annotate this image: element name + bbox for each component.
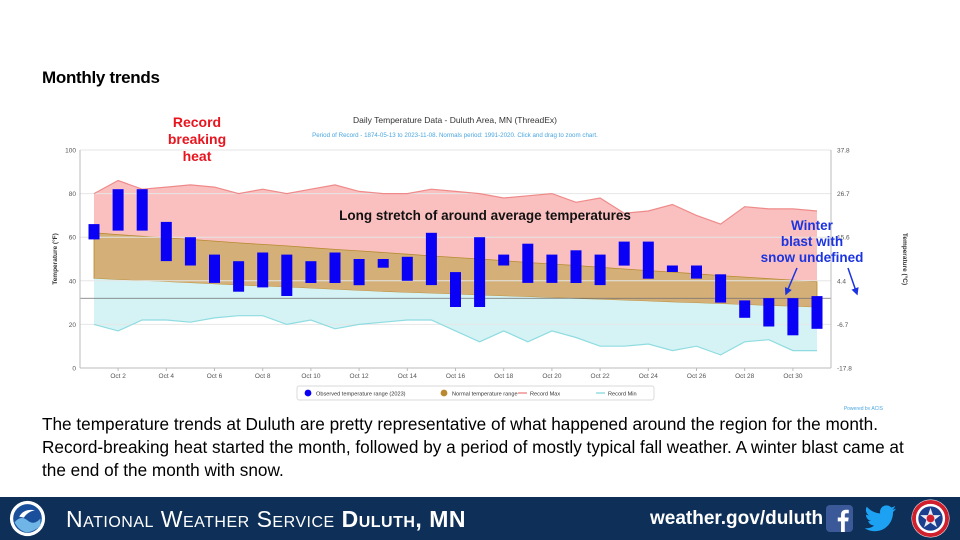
annotation-winter-blast: snow undefined bbox=[761, 250, 864, 265]
legend-marker bbox=[304, 389, 312, 397]
observed-bar bbox=[474, 237, 486, 307]
x-tick-label: Oct 30 bbox=[783, 373, 803, 380]
nws-logo-icon[interactable] bbox=[911, 499, 950, 538]
x-tick-label: Oct 24 bbox=[639, 373, 659, 380]
observed-bar bbox=[184, 237, 196, 266]
y2-tick-label: 37.8 bbox=[837, 148, 850, 155]
slide-heading: Monthly trends bbox=[42, 68, 160, 87]
annotation-record-heat: breaking bbox=[168, 131, 226, 147]
x-tick-label: Oct 8 bbox=[255, 373, 271, 380]
observed-bar bbox=[353, 259, 365, 286]
observed-bar bbox=[281, 254, 293, 296]
observed-bar bbox=[666, 265, 678, 272]
facebook-icon[interactable] bbox=[826, 505, 853, 532]
observed-bar bbox=[401, 256, 413, 281]
y2-tick-label: 4.4 bbox=[837, 278, 846, 285]
observed-bar bbox=[570, 250, 582, 283]
record-min-line bbox=[93, 315, 817, 356]
noaa-logo-icon[interactable] bbox=[9, 500, 46, 537]
x-tick-label: Oct 28 bbox=[735, 373, 755, 380]
observed-bar bbox=[618, 241, 630, 266]
observed-bar bbox=[450, 272, 461, 307]
annotation-winter-blast: blast with bbox=[781, 234, 843, 249]
y-tick-label: 80 bbox=[69, 191, 77, 198]
footer-url-link[interactable]: weather.gov/duluth bbox=[650, 508, 824, 529]
chart-title: Daily Temperature Data - Duluth Area, MN… bbox=[353, 115, 557, 125]
legend-label: Normal temperature range bbox=[452, 392, 518, 398]
x-tick-label: Oct 4 bbox=[159, 373, 175, 380]
temperature-chart[interactable]: 0 -17.8 20 -6.7 40 4.4 60 15.6 80 26.7 100 37.8 Oct … bbox=[40, 105, 920, 410]
observed-bar bbox=[209, 254, 220, 283]
observed-bar bbox=[715, 274, 727, 303]
observed-bar bbox=[811, 296, 823, 329]
observed-bar bbox=[329, 252, 341, 283]
x-tick-label: Oct 22 bbox=[591, 373, 611, 380]
legend-label: Observed temperature range (2023) bbox=[316, 392, 406, 398]
y-tick-label: 40 bbox=[69, 278, 77, 285]
legend-label: Record Min bbox=[608, 392, 637, 398]
x-tick-label: Oct 14 bbox=[398, 373, 418, 380]
legend-marker bbox=[440, 389, 448, 397]
observed-bar bbox=[377, 259, 389, 268]
annotation-record-heat: heat bbox=[183, 148, 212, 164]
annotation-arrow-left bbox=[784, 267, 798, 296]
y-tick-label: 100 bbox=[65, 148, 76, 155]
x-tick-label: Oct 6 bbox=[207, 373, 223, 380]
observed-bar bbox=[763, 298, 775, 327]
footer-title: National Weather Service Duluth, MN bbox=[66, 506, 466, 532]
observed-bar bbox=[546, 254, 558, 283]
record-min-area bbox=[94, 278, 817, 355]
y2-tick-label: 15.6 bbox=[837, 235, 850, 242]
y2-tick-label: -17.8 bbox=[837, 366, 852, 373]
annotation-record-heat: Record bbox=[173, 114, 221, 130]
y2-tick-label: -6.7 bbox=[837, 322, 849, 329]
chart-subtitle: Period of Record - 1874-05-13 to 2023-11… bbox=[312, 132, 598, 139]
observed-bar bbox=[160, 221, 172, 262]
chart-credit: Powered by ACIS bbox=[844, 406, 884, 410]
observed-bar bbox=[522, 243, 534, 283]
observed-bar bbox=[305, 261, 317, 283]
observed-bar bbox=[112, 189, 124, 231]
observed-bar bbox=[425, 232, 437, 286]
y-tick-label: 20 bbox=[69, 322, 77, 329]
observed-bar bbox=[88, 224, 100, 240]
y-tick-label: 60 bbox=[69, 235, 77, 242]
chart-legend bbox=[296, 385, 655, 401]
x-tick-label: Oct 16 bbox=[446, 373, 466, 380]
annotation-winter-blast: Winter bbox=[791, 218, 834, 233]
observed-bar bbox=[498, 254, 510, 266]
observed-bar bbox=[739, 300, 751, 318]
x-tick-label: Oct 12 bbox=[350, 373, 370, 380]
annotation-average: Long stretch of around average temperatu… bbox=[339, 208, 631, 223]
y2-tick-label: 26.7 bbox=[837, 191, 850, 198]
x-tick-label: Oct 18 bbox=[494, 373, 514, 380]
record-max-area bbox=[94, 180, 817, 282]
twitter-icon[interactable] bbox=[865, 505, 897, 532]
x-tick-label: Oct 26 bbox=[687, 373, 707, 380]
x-tick-label: Oct 2 bbox=[110, 373, 126, 380]
x-tick-label: Oct 10 bbox=[301, 373, 321, 380]
observed-bar bbox=[257, 252, 269, 288]
record-max-line bbox=[93, 179, 818, 225]
legend-label: Record Max bbox=[530, 392, 560, 398]
observed-bar bbox=[136, 189, 148, 231]
y2-axis-label: Temperature (°C) bbox=[901, 233, 909, 285]
annotation-arrow-right bbox=[847, 267, 859, 296]
y-axis-label: Temperature (°F) bbox=[51, 233, 59, 285]
body-text: The temperature trends at Duluth are pre… bbox=[42, 414, 904, 480]
observed-bar bbox=[594, 254, 606, 286]
y-tick-label: 0 bbox=[72, 366, 76, 373]
observed-bar bbox=[233, 261, 245, 292]
observed-bar bbox=[787, 298, 799, 336]
x-tick-label: Oct 20 bbox=[542, 373, 562, 380]
footer-bar: National Weather Service Duluth, MN weat… bbox=[0, 497, 960, 540]
observed-bar bbox=[642, 241, 654, 279]
observed-bar bbox=[691, 265, 702, 279]
